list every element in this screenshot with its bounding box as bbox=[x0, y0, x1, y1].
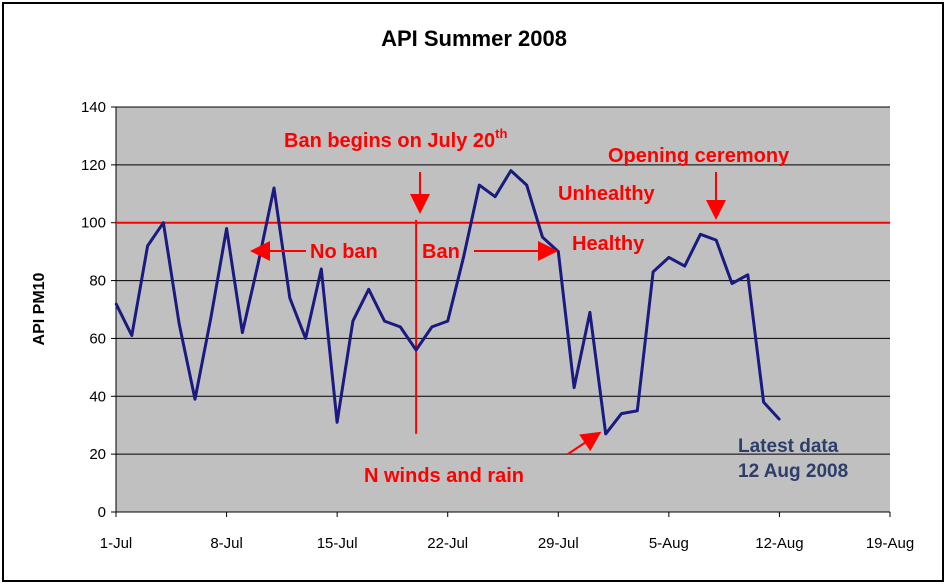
data-point bbox=[367, 288, 370, 291]
annotation-latest-date: 12 Aug 2008 bbox=[738, 461, 848, 482]
data-point bbox=[193, 397, 197, 401]
x-tick-label: 22-Jul bbox=[427, 535, 468, 552]
x-tick-label: 29-Jul bbox=[538, 535, 579, 552]
data-point bbox=[335, 421, 339, 424]
data-point bbox=[162, 221, 165, 224]
data-point bbox=[636, 409, 639, 412]
x-tick-label: 15-Jul bbox=[317, 535, 358, 552]
chart-title: API Summer 2008 bbox=[381, 26, 567, 51]
plot-area bbox=[116, 107, 890, 512]
y-tick-label: 40 bbox=[89, 388, 106, 405]
data-point bbox=[446, 319, 449, 323]
data-point bbox=[414, 348, 418, 352]
data-point bbox=[288, 296, 291, 300]
data-point bbox=[430, 325, 434, 329]
data-point bbox=[509, 169, 513, 172]
x-tick-label: 12-Aug bbox=[755, 535, 803, 552]
y-tick-label: 20 bbox=[89, 446, 106, 463]
x-tick-label: 8-Jul bbox=[210, 535, 243, 552]
data-point bbox=[478, 183, 481, 187]
annotation-unhealthy: Unhealthy bbox=[558, 183, 656, 205]
annotation-healthy: Healthy bbox=[572, 233, 645, 255]
data-point bbox=[462, 256, 465, 259]
data-point bbox=[651, 270, 655, 274]
annotation-no-ban: No ban bbox=[310, 241, 378, 263]
y-tick-label: 100 bbox=[81, 215, 106, 232]
data-point bbox=[557, 250, 560, 253]
annotation-latest-data: Latest data bbox=[738, 436, 839, 457]
y-axis-label: API PM10 bbox=[31, 272, 48, 345]
data-point bbox=[130, 334, 133, 337]
y-tick-label: 80 bbox=[89, 273, 106, 290]
line-chart: API Summer 2008 0 20 40 60 80 100 120 140 1-Jul… bbox=[31, 26, 914, 552]
data-point bbox=[572, 386, 576, 389]
x-tick-label: 1-Jul bbox=[100, 535, 133, 552]
data-point bbox=[762, 400, 765, 404]
data-point bbox=[241, 331, 244, 334]
data-point bbox=[383, 319, 386, 323]
data-point bbox=[114, 302, 118, 305]
data-point bbox=[699, 233, 702, 236]
annotation-ban: Ban bbox=[422, 241, 460, 263]
data-point bbox=[667, 256, 671, 259]
data-point bbox=[778, 418, 781, 421]
data-point bbox=[320, 267, 323, 271]
data-point bbox=[746, 273, 750, 276]
annotation-winds-rain: N winds and rain bbox=[364, 465, 524, 487]
annotation-ban-begins: Ban begins on July 20th bbox=[284, 126, 508, 152]
data-point bbox=[146, 244, 149, 248]
data-point bbox=[304, 337, 307, 340]
data-point bbox=[683, 264, 686, 268]
annotation-opening-ceremony: Opening ceremony bbox=[608, 145, 790, 167]
x-tick-label: 19-Aug bbox=[866, 535, 914, 552]
data-point bbox=[256, 262, 260, 265]
data-point bbox=[493, 195, 497, 198]
data-point bbox=[225, 227, 228, 230]
data-point bbox=[177, 322, 181, 326]
data-point bbox=[620, 412, 623, 415]
y-tick-label: 140 bbox=[81, 99, 106, 116]
data-point bbox=[351, 319, 355, 323]
data-point bbox=[715, 238, 718, 242]
data-point bbox=[272, 186, 276, 190]
y-tick-label: 0 bbox=[98, 504, 106, 521]
arrow-winds bbox=[567, 431, 602, 455]
data-point bbox=[399, 325, 402, 329]
data-point bbox=[209, 316, 212, 320]
y-tick-label: 60 bbox=[89, 330, 106, 347]
data-point bbox=[730, 282, 734, 285]
data-point bbox=[525, 183, 528, 187]
x-tick-label: 5-Aug bbox=[649, 535, 689, 552]
data-point bbox=[541, 235, 544, 239]
data-point bbox=[604, 432, 607, 436]
data-point bbox=[588, 311, 592, 314]
y-tick-label: 120 bbox=[81, 157, 106, 174]
